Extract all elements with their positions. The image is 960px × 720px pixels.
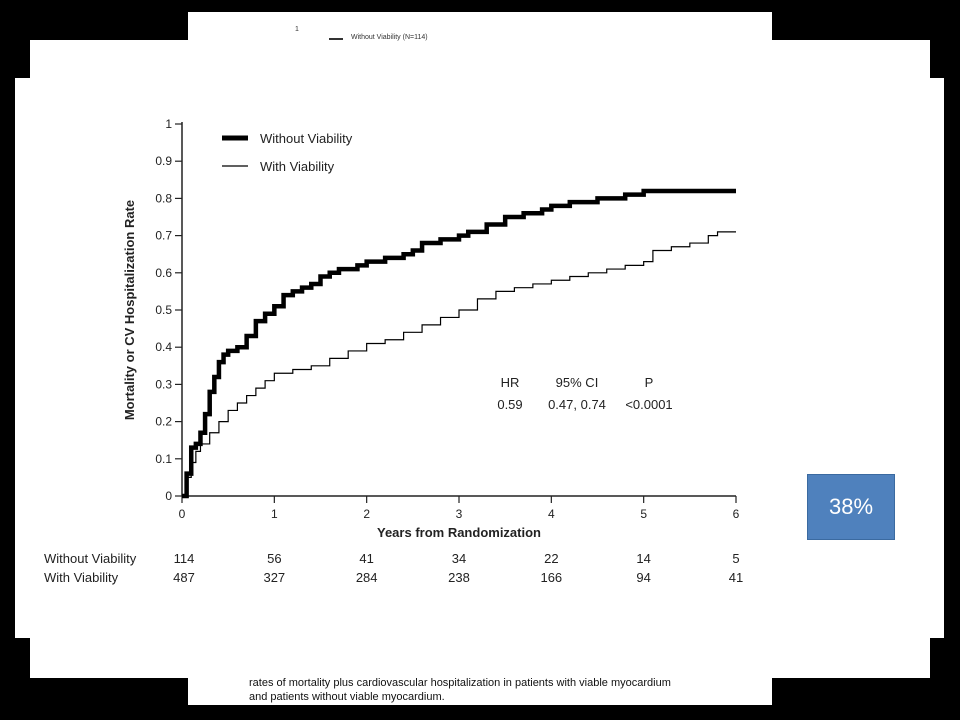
stats-header: P	[645, 375, 654, 390]
stats-value: <0.0001	[625, 397, 672, 412]
x-tick-label: 3	[456, 507, 463, 521]
stats-value: 0.47, 0.74	[548, 397, 606, 412]
at-risk-count: 34	[452, 551, 466, 566]
chart-legend: Without Viability With Viability	[222, 131, 353, 174]
background-legend-swatch	[329, 38, 343, 40]
x-tick-label: 4	[548, 507, 555, 521]
at-risk-count: 5	[732, 551, 739, 566]
y-axis-label: Mortality or CV Hospitalization Rate	[122, 200, 137, 420]
stats-header: HR	[501, 375, 520, 390]
at-risk-count: 114	[174, 551, 195, 566]
y-tick-label: 0	[165, 489, 172, 503]
y-tick-label: 0.4	[155, 340, 172, 354]
y-tick-label: 0.7	[155, 229, 172, 243]
y-tick-label: 0.6	[155, 266, 172, 280]
caption-line-1: rates of mortality plus cardiovascular h…	[249, 677, 671, 689]
y-tick-label: 0.8	[155, 191, 172, 205]
legend-label-with-viability: With Viability	[260, 159, 335, 174]
chart-series	[182, 188, 736, 499]
chart-page	[15, 78, 944, 638]
at-risk-count: 166	[540, 570, 562, 585]
percentage-badge: 38%	[807, 474, 895, 540]
stats-value: 0.59	[497, 397, 522, 412]
at-risk-row-label: With Viability	[44, 570, 119, 585]
x-tick-label: 5	[640, 507, 647, 521]
x-tick-label: 0	[179, 507, 186, 521]
at-risk-count: 487	[173, 570, 195, 585]
series-line-without-viability	[182, 188, 736, 499]
y-tick-label: 0.9	[155, 154, 172, 168]
at-risk-count: 22	[544, 551, 558, 566]
x-tick-label: 1	[271, 507, 278, 521]
y-tick-label: 0.1	[155, 452, 172, 466]
caption-line-2: and patients without viable myocardium.	[249, 691, 445, 703]
stats-header: 95% CI	[556, 375, 599, 390]
series-line-with-viability	[182, 231, 736, 497]
y-tick-label: 1	[165, 117, 172, 131]
chart-axes: 0 0.1 0.2 0.3 0.4 0.5 0.6 0.7 0.8 0.9 1 0 1 2 3 4 5 6 Year…	[122, 117, 740, 540]
y-tick-label: 0.2	[155, 415, 172, 429]
x-axis-label: Years from Randomization	[377, 525, 541, 540]
at-risk-count: 41	[359, 551, 373, 566]
at-risk-count: 41	[729, 570, 743, 585]
at-risk-count: 94	[636, 570, 650, 585]
at-risk-row-label: Without Viability	[44, 551, 137, 566]
at-risk-count: 327	[263, 570, 285, 585]
at-risk-table: Without Viability 114 56 41 34 22 14 5 With Viab…	[44, 551, 743, 585]
y-tick-label: 0.5	[155, 303, 172, 317]
at-risk-count: 238	[448, 570, 470, 585]
at-risk-count: 284	[356, 570, 378, 585]
background-legend-label: Without Viability (N=114)	[351, 34, 428, 41]
x-tick-label: 6	[733, 507, 740, 521]
stats-table: HR 95% CI P 0.59 0.47, 0.74 <0.0001	[497, 375, 672, 412]
background-legend-marker: 1	[295, 26, 299, 33]
at-risk-count: 56	[267, 551, 281, 566]
legend-label-without-viability: Without Viability	[260, 131, 353, 146]
at-risk-count: 14	[636, 551, 650, 566]
y-tick-label: 0.3	[155, 377, 172, 391]
figure-caption: rates of mortality plus cardiovascular h…	[249, 676, 749, 704]
x-tick-label: 2	[363, 507, 370, 521]
